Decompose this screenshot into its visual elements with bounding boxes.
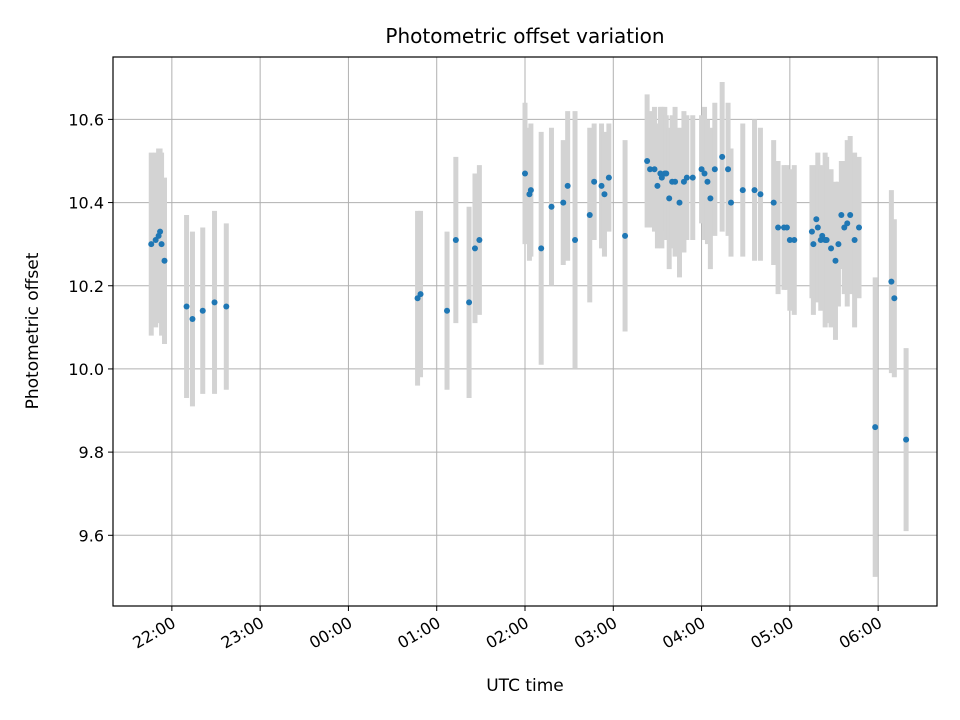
data-point bbox=[751, 187, 758, 194]
data-point bbox=[698, 166, 705, 173]
data-point bbox=[891, 295, 898, 302]
data-point bbox=[414, 295, 421, 302]
data-point bbox=[841, 224, 848, 231]
data-point bbox=[872, 424, 879, 431]
data-point bbox=[680, 178, 687, 185]
data-points bbox=[148, 153, 910, 443]
data-point bbox=[707, 195, 714, 202]
data-point bbox=[586, 212, 593, 219]
data-point bbox=[161, 257, 168, 264]
data-point bbox=[452, 237, 459, 243]
data-point bbox=[701, 170, 708, 177]
data-point bbox=[832, 257, 839, 264]
x-axis-title: UTC time bbox=[486, 676, 564, 696]
data-point bbox=[819, 232, 826, 239]
data-point bbox=[676, 199, 683, 206]
data-point bbox=[466, 299, 473, 306]
data-point bbox=[199, 307, 206, 314]
data-point bbox=[844, 220, 851, 227]
data-point bbox=[527, 187, 534, 194]
data-point bbox=[791, 237, 798, 243]
y-tick-label: 10.4 bbox=[68, 194, 104, 213]
chart-title: Photometric offset variation bbox=[385, 24, 664, 48]
data-point bbox=[719, 153, 726, 160]
data-point bbox=[538, 245, 545, 252]
data-point bbox=[888, 278, 895, 285]
data-point bbox=[683, 174, 690, 181]
y-tick-label: 10.0 bbox=[68, 360, 104, 379]
data-point bbox=[728, 199, 734, 206]
data-point bbox=[598, 182, 605, 189]
data-point bbox=[444, 307, 451, 314]
y-tick-label: 9.8 bbox=[79, 443, 104, 462]
data-point bbox=[601, 191, 608, 198]
data-point bbox=[471, 245, 478, 252]
data-point bbox=[572, 237, 579, 243]
data-point bbox=[847, 212, 854, 219]
data-point bbox=[211, 299, 218, 306]
data-point bbox=[775, 224, 782, 231]
data-point bbox=[647, 166, 654, 173]
data-point bbox=[223, 303, 230, 310]
data-point bbox=[148, 241, 155, 248]
data-point bbox=[183, 303, 190, 310]
data-point bbox=[739, 187, 746, 194]
data-point bbox=[522, 170, 528, 177]
data-point bbox=[658, 174, 665, 181]
data-point bbox=[666, 195, 673, 202]
data-point bbox=[903, 436, 910, 443]
data-point bbox=[548, 203, 555, 210]
data-point bbox=[605, 174, 612, 181]
data-point bbox=[770, 199, 777, 206]
data-point bbox=[564, 182, 571, 189]
data-point bbox=[808, 228, 815, 235]
data-point bbox=[704, 178, 711, 185]
data-point bbox=[158, 241, 165, 248]
data-point bbox=[654, 182, 661, 189]
data-point bbox=[591, 178, 598, 185]
y-tick-label: 10.6 bbox=[68, 110, 104, 129]
data-point bbox=[823, 237, 830, 243]
data-point bbox=[672, 178, 679, 185]
data-point bbox=[813, 216, 820, 223]
data-point bbox=[757, 191, 764, 198]
y-axis-title: Photometric offset bbox=[23, 252, 43, 409]
data-point bbox=[783, 224, 790, 231]
data-point bbox=[189, 316, 196, 323]
y-tick-label: 10.2 bbox=[68, 277, 104, 296]
data-point bbox=[663, 170, 670, 177]
data-point bbox=[711, 166, 718, 173]
y-tick-label: 9.6 bbox=[79, 526, 104, 545]
data-point bbox=[689, 174, 696, 181]
data-point bbox=[651, 166, 658, 173]
data-point bbox=[622, 232, 629, 239]
y-axis: 9.6 9.8 10.0 10.2 10.4 10.6 bbox=[68, 110, 113, 545]
data-point bbox=[560, 199, 567, 206]
data-point bbox=[725, 166, 732, 173]
data-point bbox=[835, 241, 842, 248]
data-point bbox=[786, 237, 793, 243]
data-point bbox=[152, 237, 159, 243]
data-point bbox=[157, 228, 164, 235]
data-point bbox=[810, 241, 817, 248]
data-point bbox=[814, 224, 821, 231]
data-point bbox=[838, 212, 845, 219]
data-point bbox=[856, 224, 863, 231]
data-point bbox=[644, 157, 651, 164]
data-point bbox=[828, 245, 835, 252]
data-point bbox=[851, 237, 858, 243]
data-point bbox=[417, 291, 424, 298]
data-point bbox=[476, 237, 483, 243]
